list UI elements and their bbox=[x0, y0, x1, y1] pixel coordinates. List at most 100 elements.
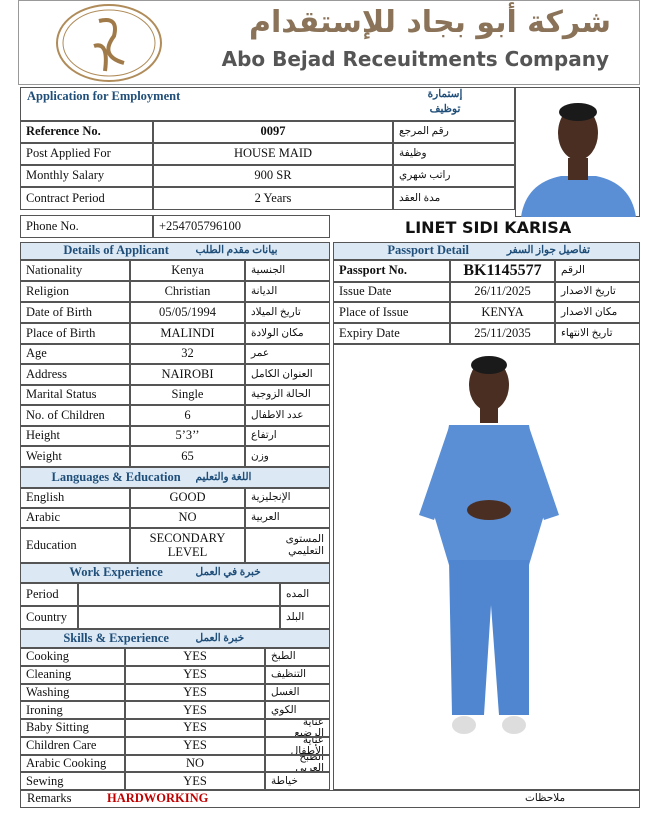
applicant-label: Weight bbox=[20, 446, 130, 467]
application-title: Application for Employment bbox=[27, 89, 181, 104]
section-header bbox=[20, 242, 330, 260]
remarks-label-ar: ملاحظات bbox=[525, 793, 566, 805]
skill-value: YES bbox=[125, 648, 265, 666]
applicant-name: LINET SIDI KARISA bbox=[405, 218, 572, 237]
work-value bbox=[78, 606, 280, 629]
remarks-value: HARDWORKING bbox=[107, 791, 209, 806]
applicant-value: NAIROBI bbox=[130, 364, 245, 385]
applicant-value: 6 bbox=[130, 405, 245, 426]
language-value: NO bbox=[130, 508, 245, 528]
applicant-label-ar: الحالة الزوجية bbox=[245, 385, 330, 405]
section-header bbox=[20, 467, 330, 488]
work-value bbox=[78, 583, 280, 606]
applicant-value: 05/05/1994 bbox=[130, 302, 245, 323]
row-label-ar: راتب شهري bbox=[393, 165, 515, 187]
applicant-label: Nationality bbox=[20, 260, 130, 281]
skill-label-ar: الطبخ bbox=[265, 648, 330, 666]
row-label: Post Applied For bbox=[20, 143, 153, 165]
passport-value: BK1145577 bbox=[450, 260, 555, 282]
skill-label-ar: عناية الرضيع bbox=[265, 719, 330, 737]
application-title-ar: توظيف bbox=[429, 104, 461, 116]
skill-value: YES bbox=[125, 719, 265, 737]
row-value: 2 Years bbox=[153, 187, 393, 210]
passport-label: Place of Issue bbox=[333, 302, 450, 323]
skill-label: Ironing bbox=[20, 701, 125, 719]
row-value: 0097 bbox=[153, 121, 393, 143]
row-value: HOUSE MAID bbox=[153, 143, 393, 165]
applicant-label-ar: ارتفاع bbox=[245, 426, 330, 446]
section-header bbox=[20, 629, 330, 648]
skill-label: Cooking bbox=[20, 648, 125, 666]
applicant-value: 32 bbox=[130, 344, 245, 364]
company-english: Abo Bejad Receuitments Company bbox=[221, 47, 609, 71]
language-value: GOOD bbox=[130, 488, 245, 508]
applicant-label: Place of Birth bbox=[20, 323, 130, 344]
skill-label-ar: الغسل bbox=[265, 683, 330, 702]
applicant-value: Kenya bbox=[130, 260, 245, 281]
full-body-photo bbox=[419, 356, 559, 734]
application-title-ar: إستمارة bbox=[427, 89, 463, 101]
section-title-ar: تفاصيل جواز السفر bbox=[506, 245, 591, 257]
row-value: +254705796100 bbox=[153, 215, 330, 238]
section-title-ar: بيانات مقدم الطلب bbox=[195, 245, 278, 257]
row-label-ar: وظيفة bbox=[393, 143, 515, 165]
section-title-ar: اللغة والتعليم bbox=[195, 471, 252, 483]
remarks-label: Remarks bbox=[27, 791, 72, 806]
applicant-label: Height bbox=[20, 426, 130, 446]
language-label: Education bbox=[20, 528, 130, 563]
applicant-label: Religion bbox=[20, 281, 130, 302]
skill-label-ar: الكوي bbox=[265, 701, 330, 719]
skill-label-ar: عناية الأطفال bbox=[265, 736, 330, 755]
applicant-value: Single bbox=[130, 385, 245, 405]
applicant-label-ar: عدد الاطفال bbox=[245, 405, 330, 426]
skill-label: Children Care bbox=[20, 736, 125, 755]
section-title-ar: خبرة في العمل bbox=[195, 567, 261, 579]
row-label: Phone No. bbox=[20, 215, 153, 238]
passport-label: Passport No. bbox=[333, 260, 450, 282]
row-label: Monthly Salary bbox=[20, 165, 153, 187]
skill-label-ar: الطبخ العربي bbox=[265, 754, 330, 773]
language-label-ar: المستوى التعليمي bbox=[245, 528, 330, 563]
row-label: Reference No. bbox=[20, 121, 153, 143]
applicant-label-ar: الديانة bbox=[245, 281, 330, 302]
applicant-label-ar: مكان الولادة bbox=[245, 323, 330, 344]
passport-label-ar: مكان الاصدار bbox=[555, 302, 640, 323]
applicant-label-ar: تاريخ الميلاد bbox=[245, 302, 330, 323]
applicant-value: MALINDI bbox=[130, 323, 245, 344]
photo-small bbox=[515, 87, 640, 217]
passport-label-ar: تاريخ الاصدار bbox=[555, 282, 640, 302]
skill-label-ar: التنظيف bbox=[265, 665, 330, 684]
row-label-ar: رقم المرجع bbox=[393, 121, 515, 143]
skill-label: Arabic Cooking bbox=[20, 754, 125, 773]
portrait bbox=[521, 103, 636, 217]
language-value: SECONDARY LEVEL bbox=[130, 528, 245, 563]
applicant-value: 5’3’’ bbox=[130, 426, 245, 446]
section-header bbox=[333, 242, 640, 260]
applicant-label: Address bbox=[20, 364, 130, 385]
applicant-label: Date of Birth bbox=[20, 302, 130, 323]
applicant-label: No. of Children bbox=[20, 405, 130, 426]
work-label-ar: المده bbox=[280, 583, 330, 606]
passport-label-ar: الرقم bbox=[555, 260, 640, 282]
language-label: Arabic bbox=[20, 508, 130, 528]
row-value: 900 SR bbox=[153, 165, 393, 187]
language-label-ar: العربية bbox=[245, 508, 330, 528]
applicant-label: Marital Status bbox=[20, 385, 130, 405]
skill-value: YES bbox=[125, 683, 265, 702]
applicant-label-ar: العنوان الكامل bbox=[245, 364, 330, 385]
applicant-value: Christian bbox=[130, 281, 245, 302]
skill-value: YES bbox=[125, 701, 265, 719]
company-arabic: شركة أبو بجاد للإستقدام bbox=[248, 5, 611, 40]
remarks-row bbox=[20, 790, 640, 808]
skill-value: YES bbox=[125, 665, 265, 684]
section-title: Skills & Experience bbox=[63, 630, 169, 645]
applicant-label-ar: وزن bbox=[245, 446, 330, 467]
section-title: Work Experience bbox=[69, 565, 163, 580]
passport-label: Expiry Date bbox=[333, 323, 450, 344]
section-title: Details of Applicant bbox=[63, 243, 169, 258]
passport-label: Issue Date bbox=[333, 282, 450, 302]
row-label: Contract Period bbox=[20, 187, 153, 210]
skill-value: YES bbox=[125, 736, 265, 755]
skill-label: Sewing bbox=[20, 772, 125, 790]
section-title: Passport Detail bbox=[387, 243, 469, 258]
